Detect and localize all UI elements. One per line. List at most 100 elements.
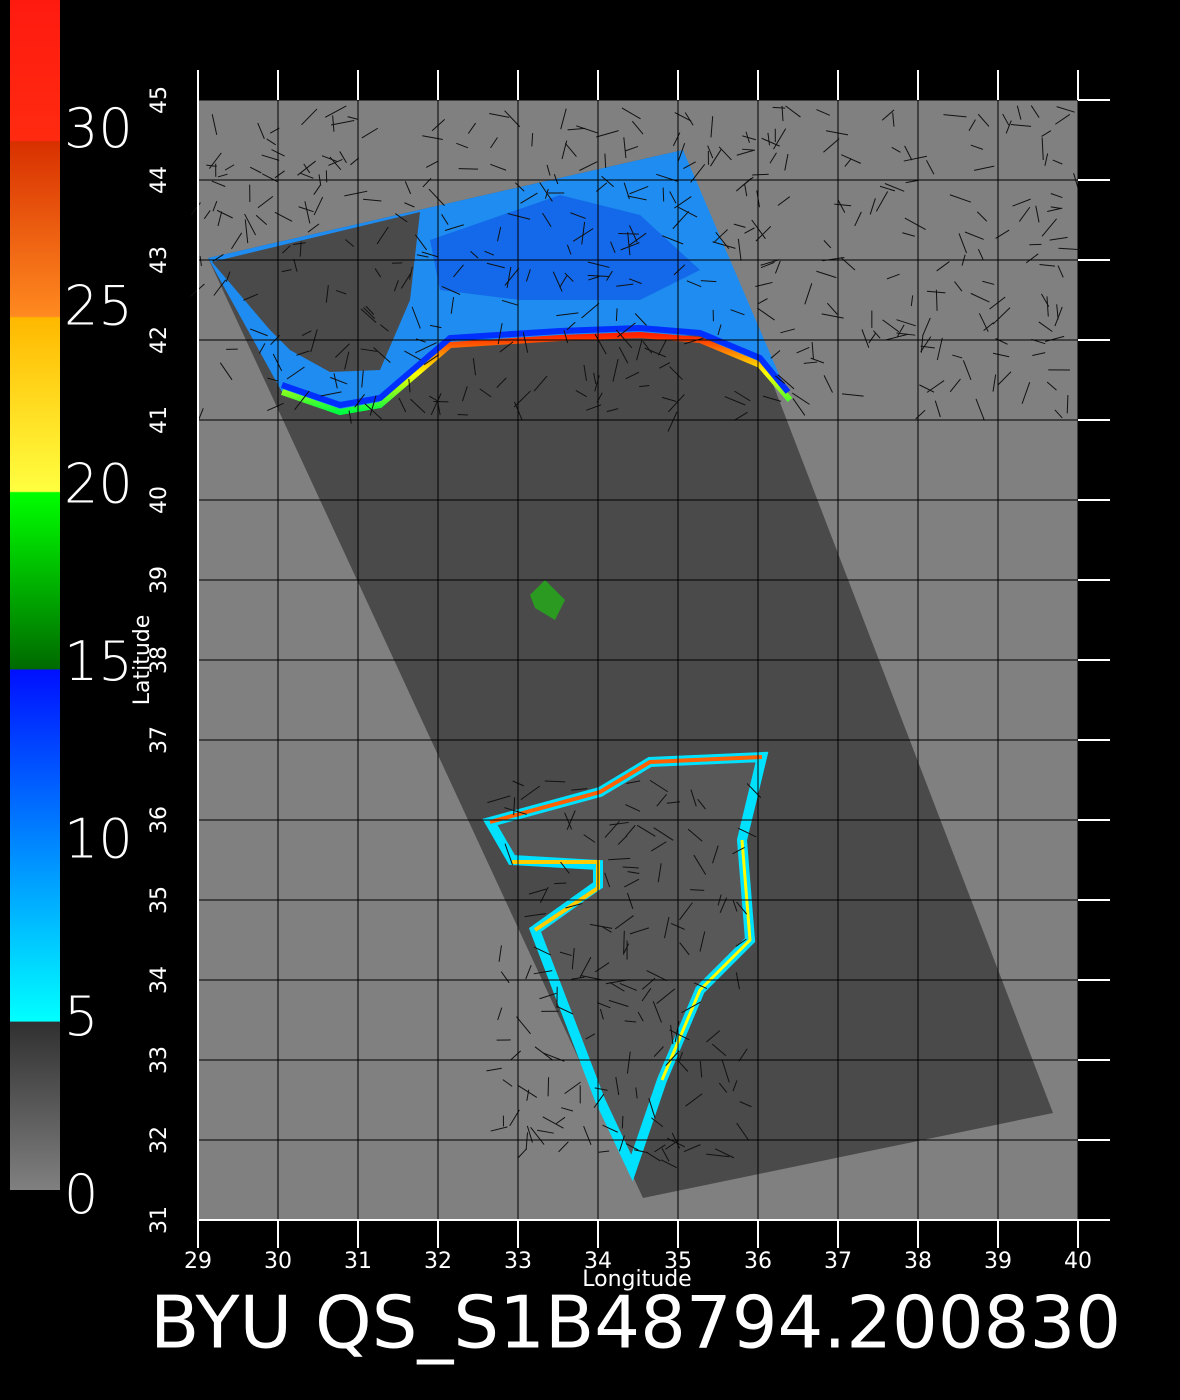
- wind-barb: [700, 280, 717, 283]
- wind-barb: [344, 190, 368, 197]
- wind-barb: [712, 241, 736, 249]
- colorbar-label: 5: [64, 985, 98, 1048]
- wind-barb: [373, 347, 391, 363]
- wind-barb: [393, 280, 399, 292]
- wind-barb: [347, 116, 358, 120]
- wind-barb: [555, 1116, 566, 1125]
- wind-barb: [411, 306, 421, 329]
- wind-barb: [589, 923, 613, 929]
- wind-barb: [490, 137, 498, 149]
- y-tick-label: 38: [147, 646, 172, 674]
- wind-barb: [737, 827, 757, 838]
- wind-barb: [886, 273, 900, 280]
- wind-barb: [542, 1116, 564, 1129]
- wind-barb: [879, 185, 896, 192]
- wind-barb: [934, 400, 941, 418]
- y-tick-label: 32: [147, 1126, 172, 1154]
- wind-barb: [1035, 205, 1040, 223]
- wind-barb: [772, 106, 786, 109]
- wind-barb: [1058, 247, 1081, 251]
- wind-barb: [742, 135, 757, 141]
- wind-barb: [775, 375, 786, 384]
- wind-barb: [841, 393, 864, 397]
- wind-barb: [470, 251, 479, 259]
- wind-barb: [636, 824, 656, 837]
- wind-barb: [669, 1029, 690, 1041]
- wind-barb: [581, 221, 586, 245]
- wind-barb: [360, 348, 377, 352]
- wind-barb: [715, 1148, 735, 1159]
- wind-barb: [441, 286, 461, 295]
- wind-barb: [206, 164, 217, 167]
- wind-barb: [395, 213, 408, 223]
- wind-barb: [612, 359, 619, 382]
- wind-barb: [486, 1067, 502, 1072]
- wind-barb: [620, 242, 640, 251]
- wind-barb: [875, 191, 889, 212]
- wind-barb: [760, 259, 780, 266]
- wind-barb: [693, 854, 707, 875]
- wind-barb: [564, 272, 574, 282]
- wind-barb: [769, 152, 777, 164]
- wind-barb: [293, 242, 306, 245]
- wind-barb: [514, 182, 525, 192]
- wind-barb: [556, 312, 579, 317]
- wind-barb: [627, 195, 647, 201]
- wind-barb: [681, 1001, 701, 1014]
- wind-barb: [219, 362, 233, 381]
- wind-barb: [604, 153, 607, 168]
- wind-barb: [616, 283, 634, 287]
- wind-barb: [1016, 105, 1022, 120]
- wind-barb: [282, 245, 291, 254]
- wind-barb: [556, 1005, 574, 1015]
- wind-barb: [624, 878, 640, 888]
- wind-barb: [490, 163, 507, 171]
- wind-barb: [625, 825, 636, 837]
- wind-barb: [1039, 263, 1055, 267]
- wind-barb: [744, 183, 748, 197]
- wind-barb: [717, 324, 722, 336]
- wind-barb: [920, 336, 932, 353]
- wind-barb: [559, 951, 572, 957]
- wind-barb: [936, 337, 943, 361]
- wind-barb: [348, 410, 352, 424]
- wind-barb: [559, 275, 568, 288]
- wind-barb: [231, 232, 243, 250]
- wind-barb: [467, 122, 477, 134]
- wind-barb: [444, 224, 464, 231]
- wind-barb: [621, 107, 641, 120]
- wind-barb: [281, 269, 292, 273]
- wind-barb: [531, 133, 534, 147]
- wind-barb: [926, 160, 935, 175]
- wind-barb: [997, 371, 1012, 386]
- wind-barb: [504, 807, 527, 815]
- wind-barb: [601, 175, 615, 188]
- y-tick-label: 39: [147, 566, 172, 594]
- wind-barb: [882, 319, 900, 333]
- wind-barb: [425, 160, 439, 168]
- wind-barb: [528, 888, 547, 895]
- x-tick-label: 33: [504, 1249, 532, 1274]
- wind-barb: [989, 296, 1006, 310]
- wind-barb: [211, 180, 226, 187]
- wind-barb: [706, 1153, 730, 1158]
- wind-barb: [623, 943, 630, 954]
- wind-barb: [618, 346, 629, 364]
- wind-barb: [332, 115, 335, 132]
- wind-barb: [520, 192, 538, 204]
- wind-barb: [804, 283, 813, 305]
- wind-barb: [736, 149, 754, 156]
- wind-barb: [665, 1050, 680, 1066]
- wind-barb: [1056, 304, 1059, 320]
- wind-barb: [507, 213, 531, 220]
- wind-barb: [823, 375, 833, 393]
- y-tick-label: 42: [147, 326, 172, 354]
- wind-barb: [1049, 236, 1068, 241]
- wind-barb: [1041, 130, 1052, 137]
- wind-barb: [712, 845, 719, 864]
- wind-barb: [267, 402, 284, 411]
- x-tick-label: 37: [824, 1249, 852, 1274]
- wind-barb: [307, 223, 320, 233]
- wind-barb: [982, 280, 995, 285]
- wind-barb: [211, 114, 218, 135]
